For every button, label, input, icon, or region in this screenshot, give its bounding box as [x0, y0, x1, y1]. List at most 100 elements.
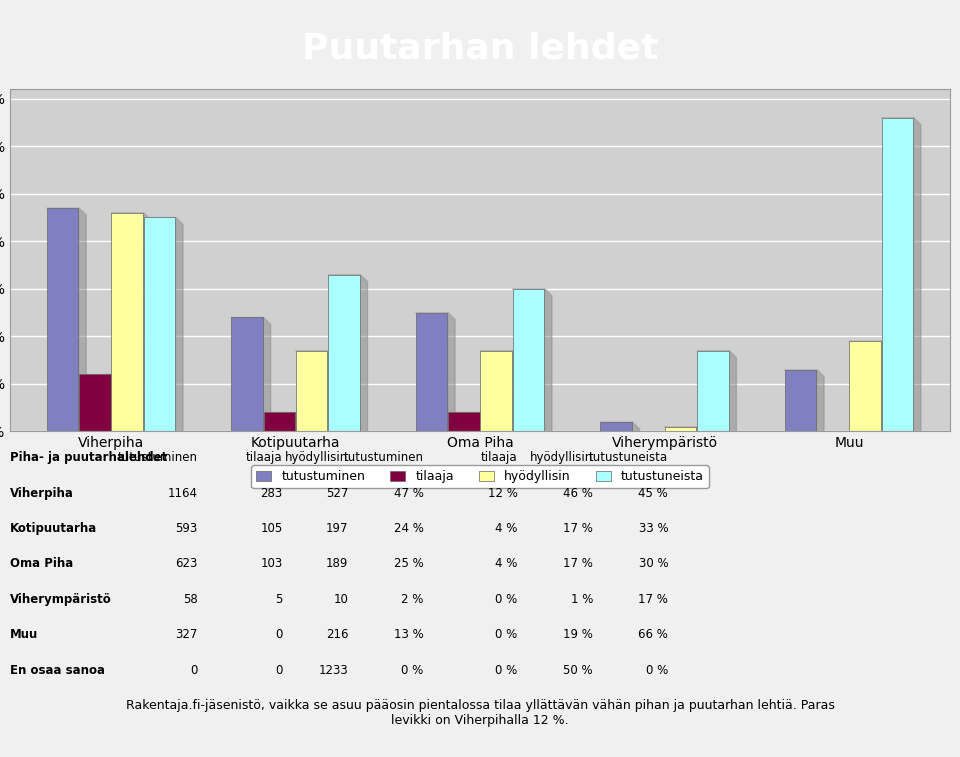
Bar	[881, 117, 913, 431]
Text: 1233: 1233	[319, 664, 348, 677]
Text: 1164: 1164	[168, 487, 198, 500]
Polygon shape	[143, 217, 183, 225]
Text: Puutarhan lehdet: Puutarhan lehdet	[301, 31, 659, 65]
Text: 105: 105	[260, 522, 282, 535]
Text: 4 %: 4 %	[495, 557, 517, 571]
Polygon shape	[296, 350, 335, 358]
Text: 1 %: 1 %	[570, 593, 593, 606]
Polygon shape	[263, 413, 303, 419]
Polygon shape	[697, 350, 736, 358]
Text: tilaaja: tilaaja	[246, 451, 282, 464]
Text: 527: 527	[325, 487, 348, 500]
Text: 17 %: 17 %	[563, 557, 593, 571]
Polygon shape	[111, 213, 151, 220]
Text: 30 %: 30 %	[638, 557, 668, 571]
Bar	[784, 369, 816, 431]
Text: Muu: Muu	[10, 628, 37, 641]
Text: 24 %: 24 %	[394, 522, 423, 535]
Polygon shape	[513, 289, 552, 296]
Bar	[231, 317, 263, 431]
Bar	[264, 413, 296, 431]
Text: 189: 189	[325, 557, 348, 571]
Bar	[111, 213, 143, 431]
Text: 17 %: 17 %	[563, 522, 593, 535]
Text: 0: 0	[276, 664, 282, 677]
Bar	[850, 341, 881, 431]
Polygon shape	[143, 213, 151, 438]
Bar	[448, 413, 480, 431]
Polygon shape	[231, 317, 271, 325]
Text: tilaaja: tilaaja	[481, 451, 517, 464]
Polygon shape	[296, 413, 303, 438]
Text: 283: 283	[260, 487, 282, 500]
Text: 50 %: 50 %	[564, 664, 593, 677]
Text: 216: 216	[325, 628, 348, 641]
Polygon shape	[46, 208, 86, 215]
Text: tutustuminen: tutustuminen	[344, 451, 423, 464]
Polygon shape	[447, 413, 488, 419]
Text: 13 %: 13 %	[394, 628, 423, 641]
Text: 593: 593	[176, 522, 198, 535]
Text: tutustuneista: tutustuneista	[589, 451, 668, 464]
Text: 2 %: 2 %	[401, 593, 423, 606]
Text: 0 %: 0 %	[646, 664, 668, 677]
Polygon shape	[513, 350, 519, 438]
Text: 46 %: 46 %	[563, 487, 593, 500]
Text: 19 %: 19 %	[563, 628, 593, 641]
Text: Kotipuutarha: Kotipuutarha	[10, 522, 97, 535]
Polygon shape	[79, 375, 118, 382]
Text: hyödyllisin: hyödyllisin	[285, 451, 348, 464]
Polygon shape	[480, 350, 519, 358]
Text: 5: 5	[276, 593, 282, 606]
Legend: tutustuminen, tilaaja, hyödyllisin, tutustuneista: tutustuminen, tilaaja, hyödyllisin, tutu…	[252, 465, 708, 488]
Text: 66 %: 66 %	[638, 628, 668, 641]
Polygon shape	[849, 341, 889, 348]
Bar	[328, 275, 360, 431]
Text: 58: 58	[183, 593, 198, 606]
Bar	[144, 217, 176, 431]
Polygon shape	[480, 413, 488, 438]
Bar	[79, 375, 110, 431]
Text: Piha- ja puutarhalehdet: Piha- ja puutarhalehdet	[10, 451, 167, 464]
Bar	[513, 289, 544, 431]
Polygon shape	[79, 208, 86, 438]
Text: 197: 197	[325, 522, 348, 535]
Text: 103: 103	[260, 557, 282, 571]
Text: Viherympäristö: Viherympäristö	[10, 593, 111, 606]
Text: 45 %: 45 %	[638, 487, 668, 500]
Polygon shape	[664, 427, 704, 434]
Polygon shape	[544, 289, 552, 438]
Bar	[664, 427, 696, 431]
Polygon shape	[914, 117, 921, 438]
Text: hyödyllisin: hyödyllisin	[530, 451, 593, 464]
Text: Viherpiha: Viherpiha	[10, 487, 74, 500]
Polygon shape	[633, 422, 639, 438]
Text: Oma Piha: Oma Piha	[10, 557, 73, 571]
Text: 10: 10	[333, 593, 348, 606]
Text: 0 %: 0 %	[495, 628, 517, 641]
Polygon shape	[263, 317, 271, 438]
Bar	[600, 422, 632, 431]
Polygon shape	[416, 313, 455, 319]
Text: 47 %: 47 %	[394, 487, 423, 500]
Text: 25 %: 25 %	[394, 557, 423, 571]
Bar	[697, 350, 729, 431]
Text: 0 %: 0 %	[495, 664, 517, 677]
Polygon shape	[327, 275, 368, 282]
Text: 12 %: 12 %	[488, 487, 517, 500]
Bar	[416, 313, 447, 431]
Bar	[480, 350, 512, 431]
Polygon shape	[111, 375, 118, 438]
Text: 0 %: 0 %	[495, 593, 517, 606]
Text: 17 %: 17 %	[638, 593, 668, 606]
Text: 0 %: 0 %	[401, 664, 423, 677]
Text: 4 %: 4 %	[495, 522, 517, 535]
Text: tutustuminen: tutustuminen	[118, 451, 198, 464]
Bar	[47, 208, 79, 431]
Polygon shape	[697, 427, 704, 438]
Polygon shape	[327, 350, 335, 438]
Polygon shape	[360, 275, 368, 438]
Text: En osaa sanoa: En osaa sanoa	[10, 664, 105, 677]
Text: 33 %: 33 %	[638, 522, 668, 535]
Polygon shape	[784, 369, 824, 377]
